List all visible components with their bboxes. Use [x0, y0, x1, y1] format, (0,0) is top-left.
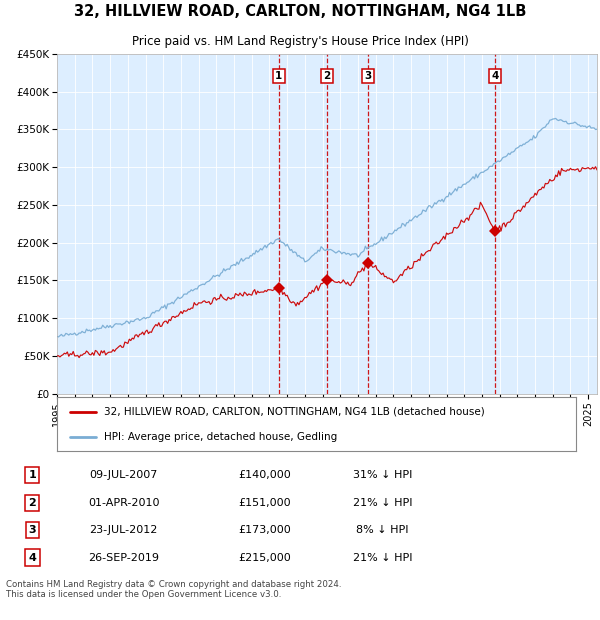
Text: 3: 3: [364, 71, 371, 81]
Text: 1: 1: [275, 71, 282, 81]
Text: 26-SEP-2019: 26-SEP-2019: [88, 552, 159, 562]
Text: £151,000: £151,000: [238, 498, 291, 508]
Text: Contains HM Land Registry data © Crown copyright and database right 2024.
This d: Contains HM Land Registry data © Crown c…: [6, 580, 341, 600]
Text: 23-JUL-2012: 23-JUL-2012: [89, 525, 158, 535]
Text: 32, HILLVIEW ROAD, CARLTON, NOTTINGHAM, NG4 1LB (detached house): 32, HILLVIEW ROAD, CARLTON, NOTTINGHAM, …: [104, 407, 484, 417]
Text: £173,000: £173,000: [238, 525, 291, 535]
Text: 3: 3: [29, 525, 36, 535]
Text: 2: 2: [323, 71, 331, 81]
Text: £215,000: £215,000: [238, 552, 291, 562]
Text: 01-APR-2010: 01-APR-2010: [88, 498, 160, 508]
Text: 2: 2: [29, 498, 37, 508]
Text: 21% ↓ HPI: 21% ↓ HPI: [353, 552, 412, 562]
Text: £140,000: £140,000: [238, 471, 291, 480]
Text: HPI: Average price, detached house, Gedling: HPI: Average price, detached house, Gedl…: [104, 432, 337, 441]
Text: 4: 4: [491, 71, 499, 81]
Text: 09-JUL-2007: 09-JUL-2007: [89, 471, 158, 480]
Text: 8% ↓ HPI: 8% ↓ HPI: [356, 525, 409, 535]
Text: 1: 1: [29, 471, 37, 480]
Text: 21% ↓ HPI: 21% ↓ HPI: [353, 498, 412, 508]
Text: Price paid vs. HM Land Registry's House Price Index (HPI): Price paid vs. HM Land Registry's House …: [131, 35, 469, 48]
Text: 32, HILLVIEW ROAD, CARLTON, NOTTINGHAM, NG4 1LB: 32, HILLVIEW ROAD, CARLTON, NOTTINGHAM, …: [74, 4, 526, 19]
Text: 31% ↓ HPI: 31% ↓ HPI: [353, 471, 412, 480]
Text: 4: 4: [29, 552, 37, 562]
